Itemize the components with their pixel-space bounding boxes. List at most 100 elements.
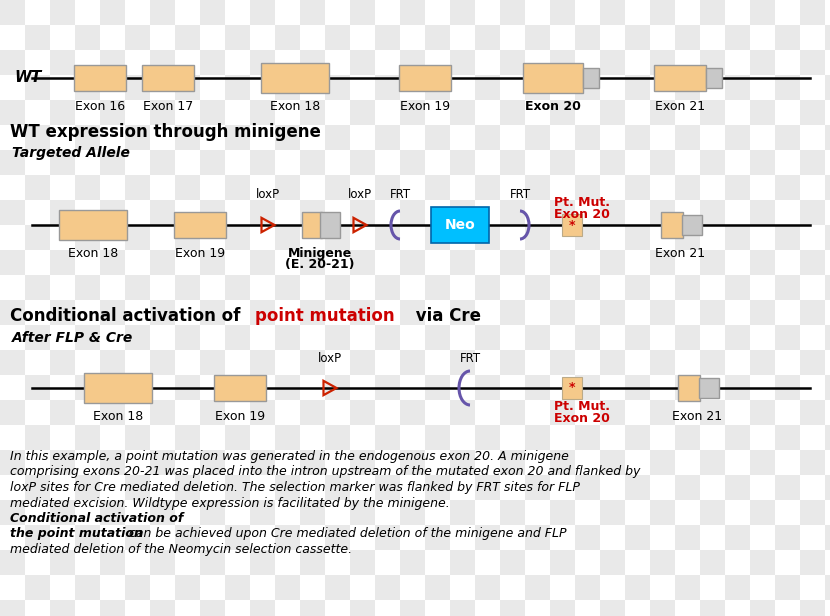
- Bar: [425, 475, 450, 500]
- Bar: [575, 275, 600, 300]
- Bar: [825, 575, 830, 600]
- Bar: [800, 300, 825, 325]
- Bar: [375, 225, 400, 250]
- Bar: [750, 250, 775, 275]
- Text: Targeted Allele: Targeted Allele: [12, 146, 129, 160]
- Bar: [250, 300, 275, 325]
- Bar: [475, 75, 500, 100]
- Bar: [675, 325, 700, 350]
- Bar: [350, 200, 375, 225]
- Bar: [325, 75, 350, 100]
- Bar: [25, 275, 50, 300]
- Text: Exon 20: Exon 20: [554, 208, 610, 221]
- Text: Exon 19: Exon 19: [215, 410, 265, 423]
- Bar: [25, 475, 50, 500]
- Bar: [775, 125, 800, 150]
- Bar: [800, 100, 825, 125]
- Bar: [800, 200, 825, 225]
- Bar: [500, 250, 525, 275]
- Bar: [75, 475, 100, 500]
- Bar: [150, 200, 175, 225]
- Bar: [750, 50, 775, 75]
- Bar: [200, 100, 225, 125]
- Bar: [661, 212, 683, 238]
- Bar: [350, 300, 375, 325]
- Bar: [800, 350, 825, 375]
- Bar: [175, 575, 200, 600]
- Bar: [0, 550, 25, 575]
- Bar: [75, 275, 100, 300]
- Bar: [575, 175, 600, 200]
- Text: WT: WT: [14, 70, 42, 86]
- Bar: [125, 25, 150, 50]
- Bar: [550, 200, 575, 225]
- Bar: [400, 600, 425, 616]
- Bar: [700, 300, 725, 325]
- Bar: [50, 400, 75, 425]
- Bar: [475, 425, 500, 450]
- Bar: [825, 325, 830, 350]
- Bar: [125, 475, 150, 500]
- Bar: [0, 100, 25, 125]
- Bar: [678, 375, 700, 401]
- Bar: [25, 375, 50, 400]
- Bar: [350, 450, 375, 475]
- Text: WT expression through minigene: WT expression through minigene: [10, 123, 321, 141]
- Bar: [750, 200, 775, 225]
- Bar: [300, 200, 325, 225]
- Bar: [375, 275, 400, 300]
- Text: Minigene: Minigene: [288, 247, 352, 260]
- Bar: [225, 375, 250, 400]
- Bar: [275, 525, 300, 550]
- Bar: [550, 250, 575, 275]
- Bar: [25, 425, 50, 450]
- Bar: [725, 225, 750, 250]
- Bar: [250, 150, 275, 175]
- Bar: [725, 525, 750, 550]
- Bar: [350, 600, 375, 616]
- Bar: [300, 300, 325, 325]
- Bar: [625, 375, 650, 400]
- Bar: [550, 150, 575, 175]
- Bar: [200, 500, 225, 525]
- Bar: [650, 100, 675, 125]
- Bar: [275, 175, 300, 200]
- Bar: [450, 350, 475, 375]
- Bar: [675, 75, 700, 100]
- Bar: [25, 225, 50, 250]
- Bar: [800, 600, 825, 616]
- Bar: [275, 425, 300, 450]
- Bar: [75, 325, 100, 350]
- Bar: [375, 575, 400, 600]
- Bar: [650, 50, 675, 75]
- Bar: [500, 150, 525, 175]
- Bar: [100, 300, 125, 325]
- Bar: [775, 75, 800, 100]
- Bar: [525, 375, 550, 400]
- Bar: [775, 325, 800, 350]
- Bar: [175, 525, 200, 550]
- Bar: [75, 225, 100, 250]
- Bar: [375, 475, 400, 500]
- Bar: [425, 225, 450, 250]
- Bar: [825, 225, 830, 250]
- Bar: [50, 300, 75, 325]
- Bar: [825, 125, 830, 150]
- Bar: [825, 75, 830, 100]
- Bar: [450, 200, 475, 225]
- Bar: [800, 400, 825, 425]
- Bar: [650, 500, 675, 525]
- Bar: [550, 300, 575, 325]
- Bar: [100, 100, 125, 125]
- Bar: [400, 150, 425, 175]
- Text: Exon 16: Exon 16: [75, 100, 125, 113]
- Bar: [150, 100, 175, 125]
- Bar: [200, 0, 225, 25]
- Bar: [300, 350, 325, 375]
- Bar: [450, 150, 475, 175]
- Bar: [525, 225, 550, 250]
- Bar: [275, 275, 300, 300]
- Bar: [25, 525, 50, 550]
- Bar: [825, 275, 830, 300]
- Bar: [325, 425, 350, 450]
